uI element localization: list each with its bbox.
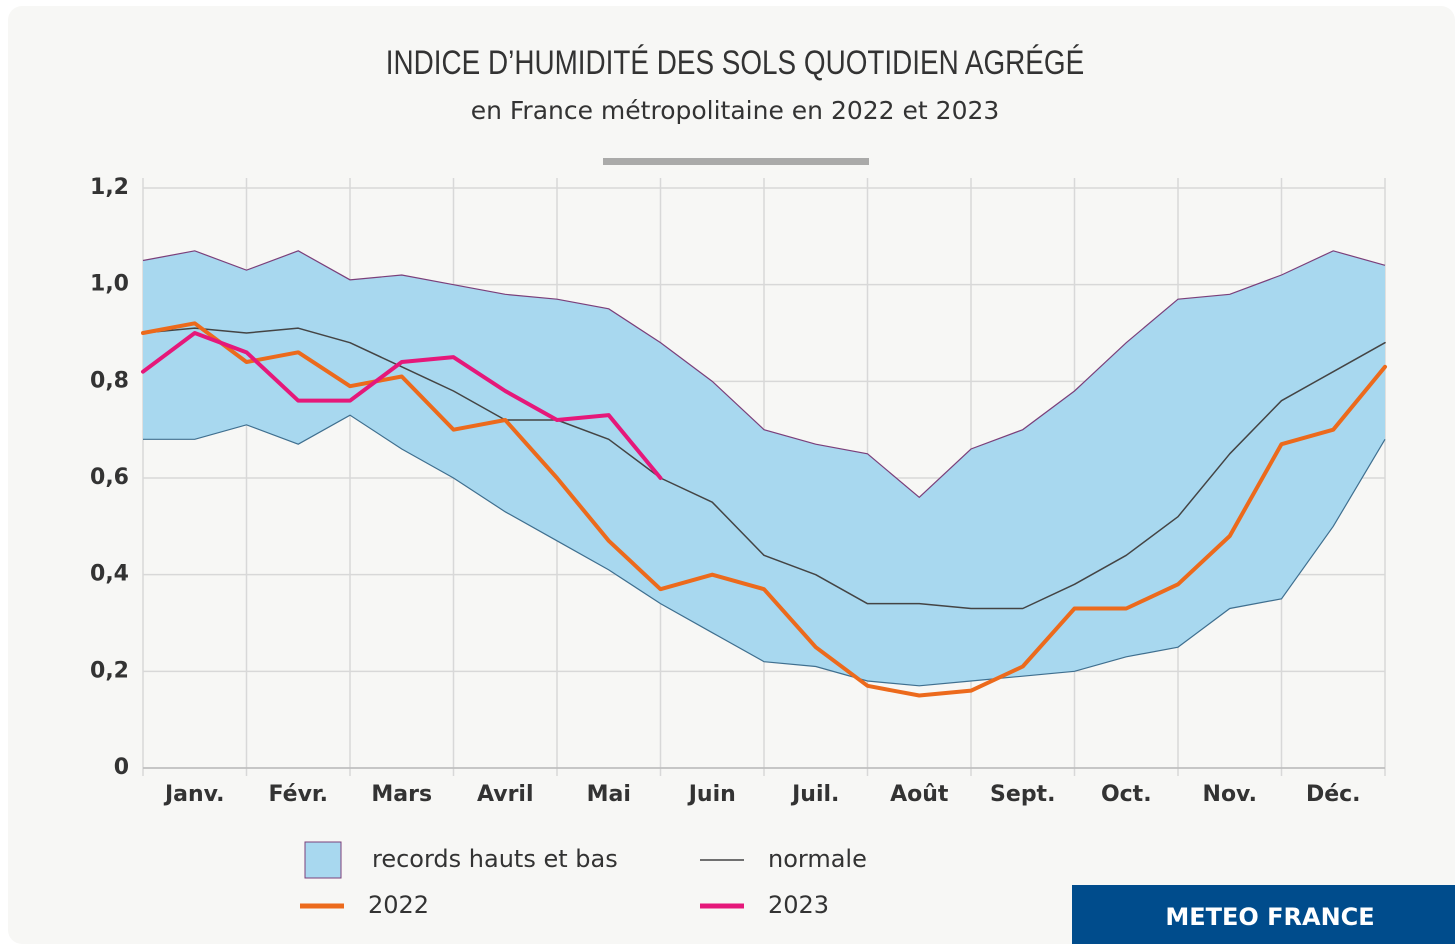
- x-tick-label: Mars: [371, 782, 432, 807]
- x-tick-label: Nov.: [1203, 782, 1257, 807]
- y-tick-label: 0,6: [90, 465, 129, 490]
- y-tick-label: 1,0: [90, 272, 129, 297]
- x-tick-label: Août: [890, 782, 949, 807]
- legend-label: records hauts et bas: [372, 845, 618, 873]
- plot-area: 0 0,2 0,4 0,6 0,8 1,0 1,2 Janv. Févr. Mars Avril Ma…: [90, 175, 1387, 807]
- y-tick-label: 1,2: [90, 175, 129, 200]
- x-tick-label: Sept.: [990, 782, 1055, 807]
- y-tick-label: 0,8: [90, 368, 129, 393]
- legend-swatch: [304, 841, 342, 879]
- legend-label: 2022: [368, 891, 429, 919]
- brand: METEO FRANCE: [1165, 903, 1374, 931]
- y-tick-label: 0: [114, 755, 129, 780]
- x-tick-label: Oct.: [1101, 782, 1152, 807]
- series-line: [141, 321, 1387, 698]
- legend-label: 2023: [768, 891, 829, 919]
- series-line: [141, 331, 663, 480]
- legend-label: normale: [768, 845, 867, 873]
- chart-subtitle: en France métropolitaine en 2022 et 2023: [471, 96, 1000, 125]
- records-band: [143, 250, 1385, 686]
- series-line: [142, 327, 1386, 610]
- x-tick-label: Déc.: [1306, 782, 1361, 807]
- record-high-line: [142, 250, 1386, 499]
- decoration: [603, 158, 869, 165]
- record-low-line: [143, 414, 1386, 687]
- brand-box: [1072, 885, 1455, 944]
- y-tick-label: 0,4: [90, 562, 129, 587]
- y-tick-label: 0,2: [90, 658, 129, 683]
- chart-title: INDICE D’HUMIDITÉ DES SOLS QUOTIDIEN AGR…: [386, 43, 1084, 81]
- x-tick-label: Févr.: [269, 782, 328, 807]
- x-tick-label: Janv.: [163, 782, 225, 807]
- x-tick-label: Mai: [587, 782, 631, 807]
- x-tick-label: Juil.: [790, 782, 839, 807]
- x-tick-label: Avril: [477, 782, 534, 807]
- x-tick-label: Juin: [687, 782, 736, 807]
